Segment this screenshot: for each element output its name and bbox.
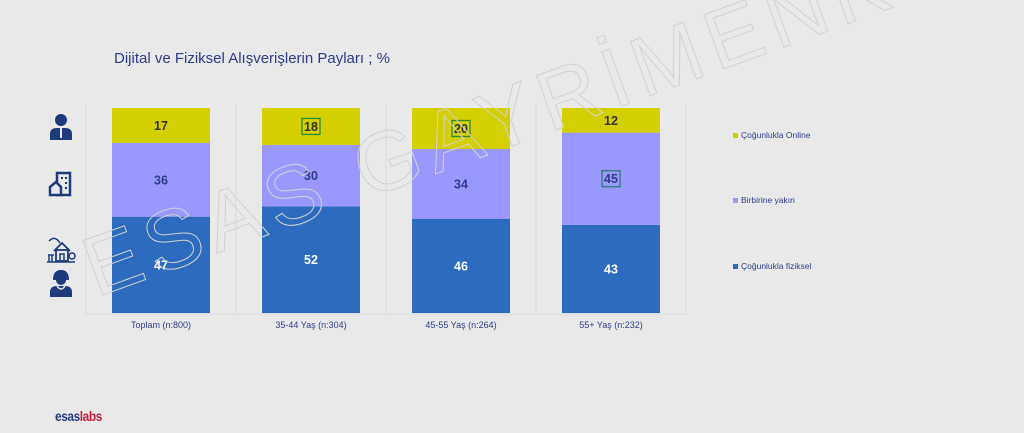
bar-segment	[412, 149, 510, 219]
legend-swatch	[733, 263, 738, 269]
house-with-tree-icon	[46, 235, 76, 265]
data-label: 12	[604, 114, 618, 128]
data-label: 47	[154, 258, 168, 272]
bar-segment	[412, 218, 510, 313]
category-label: Toplam (n:800)	[131, 320, 191, 330]
bar-segment	[262, 206, 360, 313]
category-label: 45-55 Yaş (n:264)	[425, 320, 496, 330]
esaslabs-logo: esaslabs	[55, 408, 102, 424]
highlight-box	[601, 170, 621, 188]
data-label: 34	[454, 177, 468, 191]
legend-item-online: Çoğunlukla Online	[733, 130, 810, 140]
legend-swatch	[733, 197, 738, 203]
bar-segment	[562, 132, 660, 225]
bar-segment	[562, 224, 660, 313]
chart-title: Dijital ve Fiziksel Alışverişlerin Payla…	[114, 50, 390, 67]
logo-part-esas: esas	[55, 408, 80, 424]
bar-segment	[112, 216, 210, 313]
apartment-building-icon	[46, 170, 76, 200]
legend-label: Çoğunlukla Online	[741, 130, 811, 140]
legend-label: Birbirine yakın	[741, 195, 795, 205]
businessman-icon	[46, 112, 76, 142]
logo-part-labs: labs	[79, 408, 103, 424]
bar-segment	[112, 108, 210, 143]
bar-segment	[562, 108, 660, 133]
data-label: 45	[604, 172, 618, 186]
data-label: 17	[154, 119, 168, 133]
bar-segment	[262, 108, 360, 145]
data-label: 52	[304, 253, 318, 267]
data-label: 18	[304, 120, 318, 134]
legend-item-physical: Çoğunlukla fiziksel	[733, 261, 811, 271]
legend-label: Çoğunlukla fiziksel	[741, 261, 812, 271]
category-label: 35-44 Yaş (n:304)	[275, 320, 346, 330]
data-label: 43	[604, 262, 618, 276]
bar-segment	[262, 144, 360, 207]
legend-item-close: Birbirine yakın	[733, 195, 795, 205]
data-label: 30	[304, 169, 318, 183]
highlight-box	[451, 119, 471, 138]
bar-segment	[112, 142, 210, 217]
legend-swatch	[733, 132, 738, 138]
data-label: 20	[454, 122, 468, 136]
category-label: 55+ Yaş (n:232)	[579, 320, 642, 330]
data-label: 46	[454, 259, 468, 273]
bar-segment	[412, 108, 510, 149]
data-label: 36	[154, 173, 168, 187]
woman-user-icon	[46, 268, 76, 298]
highlight-box	[301, 117, 321, 136]
